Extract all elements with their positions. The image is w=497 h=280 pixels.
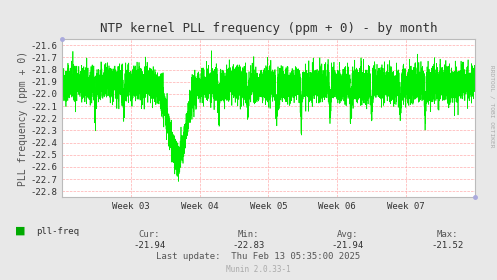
Text: -21.52: -21.52	[431, 241, 463, 250]
Text: -21.94: -21.94	[332, 241, 364, 250]
Y-axis label: PLL frequency (ppm + 0): PLL frequency (ppm + 0)	[17, 51, 28, 186]
Text: Min:: Min:	[238, 230, 259, 239]
Text: pll-freq: pll-freq	[36, 227, 79, 235]
Text: Last update:  Thu Feb 13 05:35:00 2025: Last update: Thu Feb 13 05:35:00 2025	[157, 252, 360, 261]
Title: NTP kernel PLL frequency (ppm + 0) - by month: NTP kernel PLL frequency (ppm + 0) - by …	[99, 22, 437, 35]
Text: Munin 2.0.33-1: Munin 2.0.33-1	[226, 265, 291, 274]
Text: Avg:: Avg:	[337, 230, 359, 239]
Text: ■: ■	[15, 226, 25, 236]
Text: Max:: Max:	[436, 230, 458, 239]
Text: -21.94: -21.94	[133, 241, 165, 250]
Text: Cur:: Cur:	[138, 230, 160, 239]
Text: -22.83: -22.83	[233, 241, 264, 250]
Text: RRDTOOL / TOBI OETIKER: RRDTOOL / TOBI OETIKER	[490, 65, 495, 148]
